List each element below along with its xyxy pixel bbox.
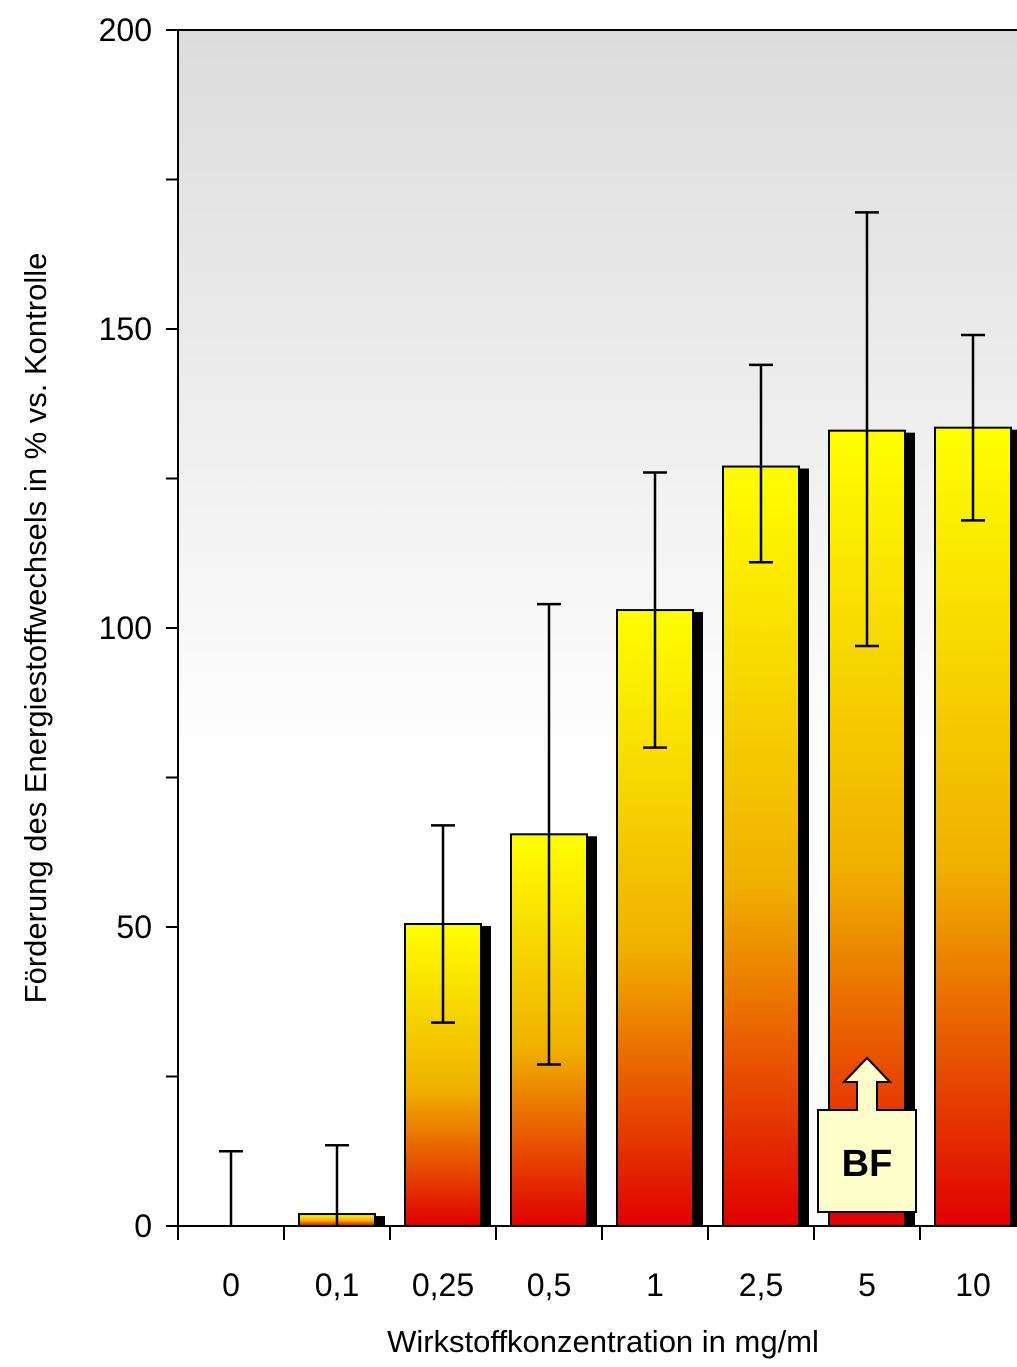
x-tick-label: 5 bbox=[858, 1267, 876, 1303]
y-tick-label: 150 bbox=[99, 311, 152, 347]
x-axis-ticks: 0 0,1 0,25 0,5 1 2,5 5 10 bbox=[177, 1226, 991, 1303]
x-tick-label: 1 bbox=[646, 1267, 664, 1303]
bf-marker: BF bbox=[817, 1056, 917, 1213]
y-tick-label: 100 bbox=[99, 610, 152, 646]
x-tick-label: 0,25 bbox=[412, 1267, 474, 1303]
x-axis-title: Wirkstoffkonzentration in mg/ml bbox=[387, 1324, 819, 1359]
x-tick-label: 2,5 bbox=[739, 1267, 783, 1303]
bar bbox=[722, 465, 800, 1228]
y-tick-label: 50 bbox=[116, 909, 152, 945]
error-bars bbox=[219, 211, 985, 1226]
bf-label: BF bbox=[842, 1143, 893, 1185]
x-tick-label: 0,5 bbox=[527, 1267, 571, 1303]
y-tick-label: 0 bbox=[134, 1208, 152, 1244]
y-axis-title: Förderung des Energiestoffwechsels in % … bbox=[18, 253, 53, 1004]
y-axis-ticks: 0 50 100 150 200 bbox=[99, 12, 178, 1244]
x-tick-label: 0 bbox=[222, 1267, 240, 1303]
y-tick-label: 200 bbox=[99, 12, 152, 48]
x-tick-label: 10 bbox=[955, 1267, 991, 1303]
x-tick-label: 0,1 bbox=[315, 1267, 359, 1303]
bar bbox=[934, 426, 1012, 1228]
bf-arrow-box bbox=[817, 1056, 917, 1213]
